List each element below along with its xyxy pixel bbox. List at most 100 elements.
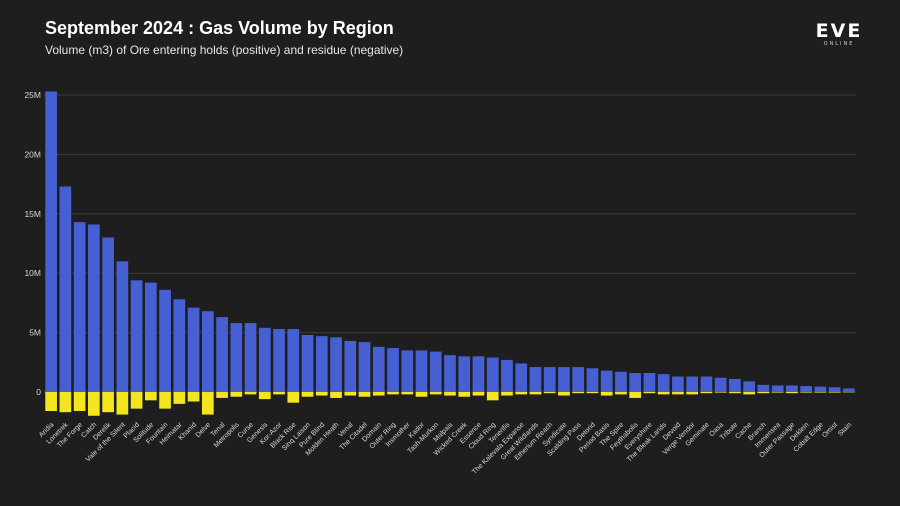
bar-negative — [287, 392, 300, 403]
bar-negative — [700, 392, 713, 394]
bar-positive — [828, 387, 841, 392]
bar-negative — [315, 392, 328, 396]
bar-positive — [401, 350, 414, 392]
bar-negative — [130, 392, 143, 409]
bar-negative — [230, 392, 243, 397]
bar-positive — [130, 280, 143, 392]
bar-negative — [244, 392, 257, 395]
bar-positive — [586, 368, 599, 392]
bar-positive — [572, 367, 585, 392]
bar-negative — [472, 392, 485, 396]
bar-positive — [686, 376, 699, 392]
bar-positive — [116, 261, 129, 392]
bar-negative — [173, 392, 186, 404]
bar-negative — [372, 392, 385, 396]
bar-negative — [258, 392, 271, 400]
bar-positive — [615, 371, 627, 392]
bar-negative — [102, 392, 114, 413]
bars — [45, 91, 855, 416]
bar-negative — [444, 392, 456, 396]
bar-positive — [472, 356, 485, 392]
bar-negative — [572, 392, 585, 394]
bar-positive — [643, 372, 656, 392]
bar-positive — [429, 351, 442, 392]
bar-positive — [700, 376, 713, 392]
bar-negative — [187, 392, 200, 402]
bar-positive — [344, 340, 357, 392]
bar-negative — [73, 392, 86, 412]
bar-negative — [757, 392, 770, 394]
bar-negative — [45, 392, 57, 412]
y-axis-ticks: 0 5M 10M 15M 20M 25M — [24, 90, 41, 397]
bar-negative — [486, 392, 499, 401]
bar-positive — [73, 222, 86, 392]
bar-positive — [145, 282, 157, 392]
bar-positive — [729, 378, 741, 392]
bar-negative — [216, 392, 228, 398]
y-tick-label: 0 — [36, 387, 41, 397]
bar-positive — [201, 311, 214, 392]
bar-positive — [315, 336, 328, 392]
bar-negative — [672, 392, 684, 395]
bar-positive — [102, 237, 114, 392]
bar-positive — [88, 224, 100, 392]
bar-positive — [444, 355, 456, 392]
bar-negative — [529, 392, 542, 395]
y-tick-label: 5M — [29, 328, 41, 338]
chart-title: September 2024 : Gas Volume by Region — [45, 18, 394, 38]
y-tick-label: 25M — [24, 90, 41, 100]
bar-positive — [558, 367, 570, 392]
bar-negative — [729, 392, 741, 394]
bar-positive — [244, 323, 257, 392]
bar-negative — [330, 392, 342, 398]
bar-positive — [714, 377, 727, 392]
bar-positive — [387, 348, 399, 392]
bar-negative — [401, 392, 414, 395]
bar-negative — [686, 392, 699, 395]
bar-positive — [543, 367, 556, 392]
bar-positive — [159, 289, 171, 392]
bar-negative — [458, 392, 471, 397]
bar-positive — [258, 327, 271, 392]
bar-negative — [145, 392, 157, 401]
bar-positive — [45, 91, 57, 392]
bar-negative — [786, 392, 798, 394]
bar-positive — [301, 334, 314, 392]
bar-positive — [287, 329, 300, 392]
bar-positive — [372, 346, 385, 392]
x-tick-label: Omist — [821, 421, 839, 439]
bar-negative — [344, 392, 357, 396]
bar-positive — [486, 357, 499, 392]
bar-negative — [201, 392, 214, 415]
bar-negative — [800, 392, 812, 393]
bar-negative — [558, 392, 570, 396]
bar-positive — [672, 376, 684, 392]
bar-positive — [501, 359, 513, 392]
y-tick-label: 20M — [24, 149, 41, 159]
bar-positive — [330, 337, 342, 392]
bar-positive — [273, 329, 285, 392]
bar-positive — [786, 385, 798, 392]
bar-positive — [743, 381, 755, 392]
bar-positive — [216, 317, 228, 392]
bar-positive — [814, 386, 827, 392]
bar-negative — [814, 392, 827, 393]
bar-positive — [415, 350, 428, 392]
bar-positive — [173, 299, 186, 392]
bar-negative — [301, 392, 314, 397]
bar-positive — [600, 370, 613, 392]
bar-negative — [501, 392, 513, 396]
bar-negative — [358, 392, 371, 397]
bar-positive — [629, 372, 642, 392]
bar-negative — [429, 392, 442, 395]
logo-sub-text: ONLINE — [823, 41, 855, 47]
bar-negative — [273, 392, 285, 395]
bar-negative — [515, 392, 528, 395]
bar-positive — [657, 374, 670, 392]
bar-negative — [828, 392, 841, 393]
bar-positive — [843, 388, 855, 392]
chart-subtitle: Volume (m3) of Ore entering holds (posit… — [45, 43, 404, 57]
bar-positive — [458, 356, 471, 392]
x-tick-label: Stain — [837, 421, 853, 437]
